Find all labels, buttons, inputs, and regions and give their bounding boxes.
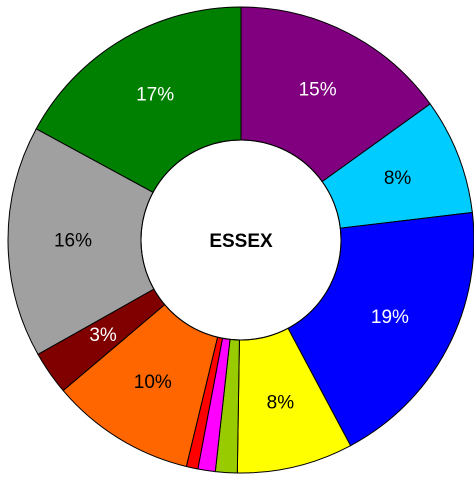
data-label: 15% bbox=[299, 80, 337, 101]
data-label: 8% bbox=[384, 168, 412, 189]
data-label: 3% bbox=[89, 325, 117, 346]
donut-hole bbox=[140, 139, 342, 341]
data-label: 16% bbox=[54, 230, 92, 251]
center-label: ESSEX bbox=[209, 231, 273, 252]
data-label: 8% bbox=[267, 392, 295, 413]
data-label: 10% bbox=[134, 372, 172, 393]
data-label: 17% bbox=[136, 85, 174, 106]
data-label: 19% bbox=[371, 307, 409, 328]
